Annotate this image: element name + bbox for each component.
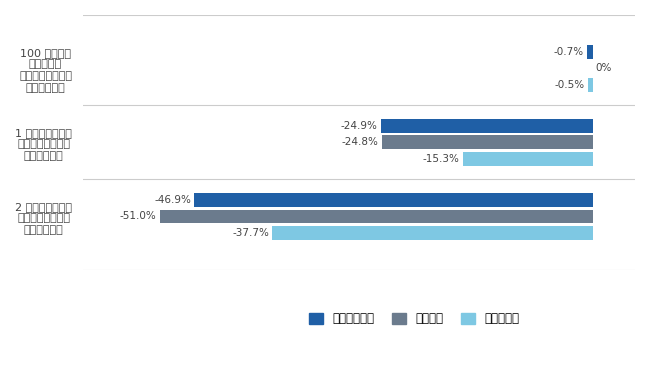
Bar — [381, 119, 593, 133]
Text: -24.9%: -24.9% — [341, 121, 378, 131]
Text: -37.7%: -37.7% — [232, 228, 269, 238]
Bar — [588, 78, 593, 92]
Legend: デスクトップ, モバイル, タブレット: デスクトップ, モバイル, タブレット — [304, 308, 525, 330]
Text: -15.3%: -15.3% — [422, 154, 460, 164]
Bar — [586, 45, 593, 59]
Bar — [194, 193, 593, 207]
Bar — [159, 210, 593, 224]
Text: -24.8%: -24.8% — [342, 137, 378, 147]
Text: -0.5%: -0.5% — [555, 80, 585, 90]
Bar — [463, 152, 593, 166]
Text: -51.0%: -51.0% — [120, 211, 156, 221]
Text: -0.7%: -0.7% — [553, 47, 583, 57]
Text: -46.9%: -46.9% — [154, 195, 191, 205]
Bar — [272, 226, 593, 240]
Bar — [382, 135, 593, 149]
Text: 0%: 0% — [595, 63, 612, 74]
